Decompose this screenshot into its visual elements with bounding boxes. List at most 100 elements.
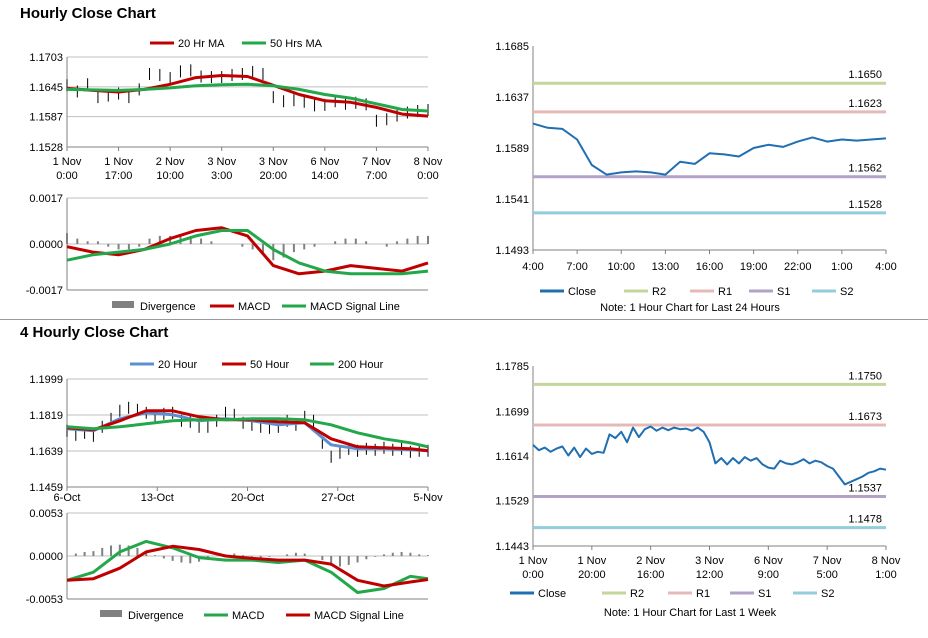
series-line-close [532, 122, 887, 176]
x-tick-label: 20:00 [260, 170, 288, 182]
x-tick-label: 17:00 [105, 170, 133, 182]
level-label-s1: 1.1537 [848, 483, 882, 495]
legend-label-s1: S1 [777, 286, 790, 298]
x-tick-label: 13-Oct [141, 492, 174, 504]
x-tick-label: 1:00 [875, 569, 896, 581]
y-tick-label: 1.1614 [495, 451, 529, 463]
x-tick-label: 1 Nov [53, 156, 82, 168]
x-tick-label: 14:00 [311, 170, 339, 182]
legend-label-200-hour: 200 Hour [338, 359, 384, 371]
y-tick-label: 0.0053 [29, 508, 63, 520]
y-tick-label: 1.1493 [495, 245, 529, 257]
series-line-close [532, 425, 887, 486]
y-tick-label: 0.0017 [29, 193, 63, 205]
hourly-levels-chart: 1.1685 1.1637 1.1589 1.1541 1.1493 4:00 7:00 10… [495, 41, 896, 314]
hourly-macd-chart: 0.0017 0.0000 -0.0017 Divergence MACD MACD Si… [26, 193, 429, 313]
four-hourly-section-title: 4 Hourly Close Chart [20, 324, 169, 341]
x-tick-label: 1 Nov [519, 555, 548, 567]
x-tick-label: 2 Nov [636, 555, 665, 567]
x-tick-label: 5-Nov [413, 492, 443, 504]
section-divider [0, 319, 928, 320]
x-tick-label: 7:00 [566, 261, 587, 273]
legend-label-close: Close [538, 588, 566, 600]
level-label-s1: 1.1562 [848, 163, 882, 175]
x-tick-label: 12:00 [696, 569, 724, 581]
y-tick-label: 1.1529 [495, 496, 529, 508]
legend-swatch-divergence [112, 301, 134, 308]
hourly-section-title: Hourly Close Chart [20, 5, 156, 22]
y-tick-label: 1.1699 [495, 406, 529, 418]
x-tick-label: 4:00 [875, 261, 896, 273]
level-label-r2: 1.1650 [848, 69, 882, 81]
x-tick-label: 27-Oct [321, 492, 354, 504]
x-tick-label: 1 Nov [104, 156, 133, 168]
y-tick-label: 1.1637 [495, 92, 529, 104]
legend-label-macd-signal-line: MACD Signal Line [314, 610, 404, 622]
x-tick-label: 1 Nov [577, 555, 606, 567]
x-tick-label: 6-Oct [54, 492, 81, 504]
series-line-200-hour [66, 417, 429, 449]
y-tick-label: 1.1541 [495, 194, 529, 206]
x-tick-label: 3 Nov [207, 156, 236, 168]
legend-label-50-hour: 50 Hour [250, 359, 289, 371]
y-tick-label: -0.0053 [26, 594, 63, 606]
legend-label-50-hrs-ma: 50 Hrs MA [270, 38, 323, 50]
x-tick-label: 8 Nov [872, 555, 901, 567]
y-tick-label: 1.1785 [495, 361, 529, 373]
y-tick-label: -0.0017 [26, 285, 63, 297]
chart-note: Note: 1 Hour Chart for Last 24 Hours [600, 302, 780, 314]
x-tick-label: 6 Nov [310, 156, 339, 168]
y-tick-label: 1.1587 [29, 112, 63, 124]
legend-label-macd: MACD [232, 610, 264, 622]
legend-label-s1: S1 [758, 588, 771, 600]
y-tick-label: 1.1999 [29, 374, 63, 386]
legend-swatch-divergence [100, 610, 122, 617]
chart-note: Note: 1 Hour Chart for Last 1 Week [604, 607, 777, 619]
legend-label-divergence: Divergence [128, 610, 184, 622]
y-tick-label: 1.1443 [495, 541, 529, 553]
x-tick-label: 3:00 [211, 170, 232, 182]
legend-label-divergence: Divergence [140, 301, 196, 313]
x-tick-label: 20:00 [578, 569, 606, 581]
x-tick-label: 8 Nov [414, 156, 443, 168]
x-tick-label: 7:00 [366, 170, 387, 182]
level-label-s2: 1.1478 [848, 514, 882, 526]
level-label-r2: 1.1750 [848, 370, 882, 382]
legend-label-r1: R1 [718, 286, 732, 298]
legend-label-r2: R2 [630, 588, 644, 600]
x-tick-label: 13:00 [652, 261, 680, 273]
x-tick-label: 16:00 [696, 261, 724, 273]
x-tick-label: 20-Oct [231, 492, 264, 504]
legend-label-macd: MACD [238, 301, 270, 313]
series-line-50-hrs-ma [66, 82, 429, 113]
legend-label-macd-signal-line: MACD Signal Line [310, 301, 400, 313]
four-hourly-levels-chart: 1.1785 1.1699 1.1614 1.1529 1.1443 1 Nov 0:00 1… [495, 361, 901, 619]
y-tick-label: 1.1459 [29, 482, 63, 494]
y-tick-label: 1.1685 [495, 41, 529, 53]
series-line-macd-signal-line [66, 229, 429, 276]
x-tick-label: 4:00 [522, 261, 543, 273]
y-tick-label: 1.1819 [29, 410, 63, 422]
y-tick-label: 1.1639 [29, 446, 63, 458]
y-tick-label: 0.0000 [29, 239, 63, 251]
legend-label-r1: R1 [696, 588, 710, 600]
x-tick-label: 1:00 [831, 261, 852, 273]
x-tick-label: 7 Nov [362, 156, 391, 168]
series-line-macd [66, 539, 429, 594]
x-tick-label: 3 Nov [259, 156, 288, 168]
x-tick-label: 0:00 [522, 569, 543, 581]
legend-label-s2: S2 [840, 286, 853, 298]
level-label-s2: 1.1528 [848, 199, 882, 211]
legend-label-20-hour: 20 Hour [158, 359, 197, 371]
y-tick-label: 1.1703 [29, 52, 63, 64]
series-line-macd [66, 226, 429, 276]
x-tick-label: 7 Nov [813, 555, 842, 567]
y-tick-label: 1.1589 [495, 143, 529, 155]
y-tick-label: 0.0000 [29, 551, 63, 563]
series-line-macd-signal-line [66, 544, 429, 588]
x-tick-label: 6 Nov [754, 555, 783, 567]
x-tick-label: 0:00 [56, 170, 77, 182]
legend-label-s2: S2 [821, 588, 834, 600]
